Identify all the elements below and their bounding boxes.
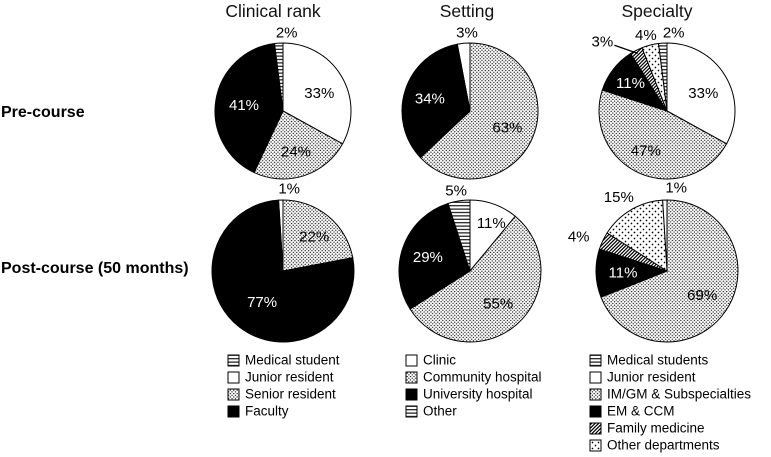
slice-percent-label: 3% [592,34,614,51]
pie-slice-im-gm-subspecialties [600,199,739,343]
legend-label-senior-resident: Senior resident [245,387,336,402]
legend-swatch-hstripes [405,405,418,418]
slice-percent-label: 22% [299,228,329,245]
legend-clinical-rank: Medical student Junior resident Senior res… [227,353,340,419]
pie-slice-faculty [211,199,355,343]
legend-swatch-dots [227,388,240,401]
legend-swatch-dots [405,371,418,384]
column-title-clinical-rank: Clinical rank [225,1,321,21]
slice-percent-label: 1% [665,180,687,197]
pie-slice-faculty [214,42,284,174]
legend-swatch-hstripes [227,354,240,367]
pie-specialty-pre: 2% 33% 47% 11% 3% 4% [592,24,736,180]
slice-percent-label: 2% [663,24,685,41]
legend-swatch-black [405,388,418,401]
legend-swatch-sparse [589,439,602,452]
pie-slice-other-departments [606,199,668,272]
label-leader-line [614,44,638,55]
legend-label-junior-resident: Junior resident [245,370,334,385]
pie-setting-pre: 3% 63% 34% [401,25,539,180]
legend-swatch-diag [589,422,602,435]
legend-label-medical-students: Medical students [607,353,709,368]
legend-swatch-white [227,371,240,384]
slice-percent-label: 55% [483,295,513,312]
legend-label-community-hospital: Community hospital [423,370,542,385]
row-label-post-course: Post-course (50 months) [1,260,189,277]
legend-label-other-departments: Other departments [607,438,720,453]
legend-label-im-gm-subspecialties: IM/GM & Subspecialties [607,387,751,402]
pie-slice-community-hospital [419,42,539,180]
pie-slice-junior-resident [666,42,736,145]
column-title-setting: Setting [439,1,495,21]
slice-percent-label: 4% [635,27,657,44]
slice-percent-label: 2% [276,24,298,41]
slice-percent-label: 33% [688,85,718,102]
legend-swatch-white [405,354,418,367]
slice-percent-label: 1% [278,181,300,198]
legend-specialty: Medical students Junior resident IM/GM & S… [589,353,751,453]
legend-label-other: Other [423,404,457,419]
legend-swatch-dots [589,388,602,401]
slice-percent-label: 15% [604,189,634,206]
slice-percent-label: 11% [609,265,638,282]
slice-percent-label: 24% [281,143,311,160]
legend-label-junior-resident: Junior resident [607,370,696,385]
pie-slice-other [447,199,471,272]
slice-percent-label: 11% [616,75,645,92]
pie-slice-im-gm-subspecialties [598,89,728,180]
pie-slice-senior-resident [282,199,354,272]
slice-percent-label: 3% [456,25,478,42]
slice-percent-label: 34% [415,90,445,107]
slice-percent-label: 47% [631,143,661,160]
row-label-pre-course: Pre-course [1,104,85,121]
pie-slice-senior-resident [253,110,344,180]
pie-slice-other-departments [641,42,668,112]
slice-percent-label: 4% [568,228,590,245]
pie-slice-university-hospital [398,202,471,310]
legend-label-medical-student: Medical student [245,353,340,368]
slice-percent-label: 33% [304,85,334,102]
slice-percent-label: 77% [247,294,277,311]
legend-swatch-white [589,371,602,384]
slice-percent-label: 5% [445,183,467,200]
pie-clinical-rank-post: 1% 22% 77% [211,181,355,343]
slice-percent-label: 63% [492,119,522,136]
legend-label-university-hospital: University hospital [423,387,533,402]
legend-label-em-ccm: EM & CCM [607,404,675,419]
slice-percent-label: 69% [687,287,717,304]
slice-percent-label: 29% [413,249,443,266]
legend-label-clinic: Clinic [423,353,456,368]
slice-percent-label: 11% [477,215,506,232]
pie-setting-post: 11% 55% 29% 5% [398,183,542,343]
legend-swatch-black [589,405,602,418]
pie-clinical-rank-pre: 2% 33% 24% 41% [214,24,352,180]
legend-swatch-hstripes [589,354,602,367]
legend-label-faculty: Faculty [245,404,289,419]
legend-label-family-medicine: Family medicine [607,421,705,436]
pie-slice-junior-resident [282,42,352,145]
slice-percent-label: 41% [229,97,259,114]
pie-slice-university-hospital [401,43,471,159]
pie-specialty-post: 1% 69% 11% 4% 15% [568,180,739,343]
pie-slice-community-hospital [409,215,542,343]
legend-swatch-black [227,405,240,418]
legend-setting: Clinic Community hospital University hospi… [405,353,542,419]
column-title-specialty: Specialty [621,1,693,21]
